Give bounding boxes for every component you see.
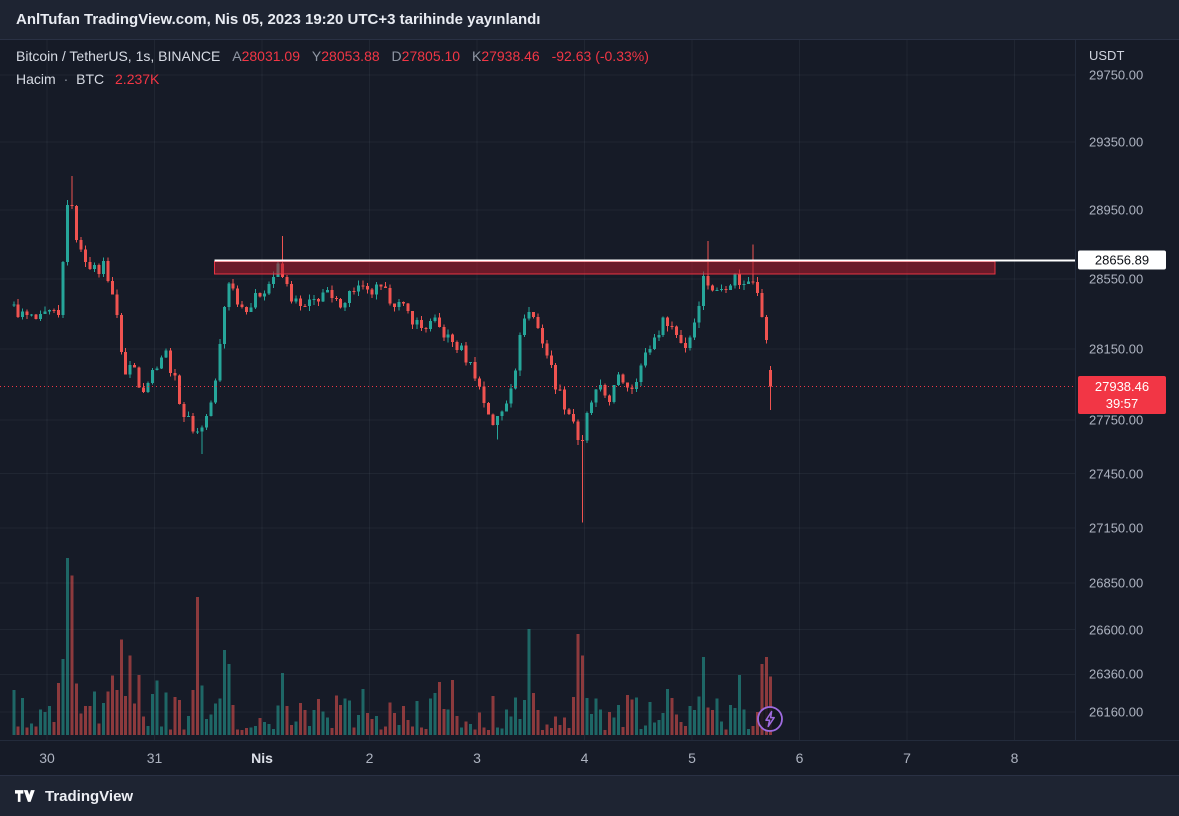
- chart-legend: Bitcoin / TetherUS, 1s, BINANCE A28031.0…: [16, 45, 649, 91]
- price-tick: 28950.00: [1089, 202, 1144, 218]
- chart-plot[interactable]: Bitcoin / TetherUS, 1s, BINANCE A28031.0…: [0, 40, 1075, 740]
- close-label: K: [471, 48, 482, 64]
- price-tick: 27150.00: [1089, 520, 1144, 536]
- time-label: 8: [1010, 750, 1019, 766]
- low-label: D: [391, 48, 402, 64]
- high-label: Y: [311, 48, 322, 64]
- line-price-label: 28656.89: [1078, 250, 1166, 270]
- price-tick: 27450.00: [1089, 466, 1144, 482]
- legend-volume-row: Hacim · BTC 2.237K: [16, 68, 649, 91]
- publish-info-text: AnlTufan TradingView.com, Nis 05, 2023 1…: [16, 11, 541, 28]
- low-value: 27805.10: [401, 48, 461, 64]
- time-label: 3: [473, 750, 481, 766]
- volume-unit: BTC: [76, 71, 105, 87]
- legend-ohlc-row: Bitcoin / TetherUS, 1s, BINANCE A28031.0…: [16, 45, 649, 68]
- change-value: -92.63 (-0.33%): [551, 48, 649, 64]
- high-value: 28053.88: [321, 48, 380, 64]
- bar-countdown: 39:57: [1105, 396, 1139, 412]
- flash-marker[interactable]: [756, 705, 784, 733]
- close-value: 27938.46: [481, 48, 540, 64]
- quote-currency-label[interactable]: USDT: [1089, 48, 1125, 63]
- lightning-icon: [757, 706, 784, 732]
- candlestick-chart[interactable]: [0, 40, 1075, 740]
- volume-separator: ·: [63, 71, 69, 87]
- publish-header: AnlTufan TradingView.com, Nis 05, 2023 1…: [0, 0, 1179, 40]
- chart-region: Bitcoin / TetherUS, 1s, BINANCE A28031.0…: [0, 40, 1179, 740]
- price-axis[interactable]: USDT 28656.89 27938.46 39:57 29750.00 293…: [1075, 40, 1179, 740]
- price-tick: 26850.00: [1089, 575, 1144, 591]
- time-label: 2: [365, 750, 374, 766]
- time-label: 30: [39, 750, 55, 766]
- time-label: Nis: [251, 750, 273, 766]
- time-label: 31: [146, 750, 163, 766]
- price-tick: 29750.00: [1089, 67, 1144, 83]
- symbol-title[interactable]: Bitcoin / TetherUS, 1s, BINANCE: [16, 48, 221, 64]
- tradingview-wordmark[interactable]: TradingView: [45, 787, 134, 805]
- price-tick: 29350.00: [1089, 134, 1144, 150]
- price-tick: 28550.00: [1089, 271, 1144, 287]
- time-label: 5: [688, 750, 696, 766]
- time-axis[interactable]: 30 31 Nis 2 3 4 5 6 7 8: [0, 740, 1179, 775]
- price-tick: 26600.00: [1089, 622, 1144, 638]
- open-label: A: [232, 48, 242, 64]
- price-tick: 26160.00: [1089, 704, 1144, 720]
- footer-bar: TradingView: [0, 775, 1179, 816]
- price-tick: 27750.00: [1089, 412, 1144, 428]
- tradingview-logo-icon[interactable]: [14, 786, 36, 806]
- price-tick: 28150.00: [1089, 341, 1144, 357]
- volume-value: 2.237K: [115, 71, 160, 87]
- time-label: 7: [903, 750, 911, 766]
- volume-label[interactable]: Hacim: [16, 71, 56, 87]
- last-price-label: 27938.46 39:57: [1078, 376, 1166, 415]
- open-value: 28031.09: [241, 48, 301, 64]
- last-price-value: 27938.46: [1094, 379, 1150, 395]
- time-label: 6: [795, 750, 804, 766]
- price-tick: 26360.00: [1089, 666, 1144, 682]
- time-label: 4: [580, 750, 589, 766]
